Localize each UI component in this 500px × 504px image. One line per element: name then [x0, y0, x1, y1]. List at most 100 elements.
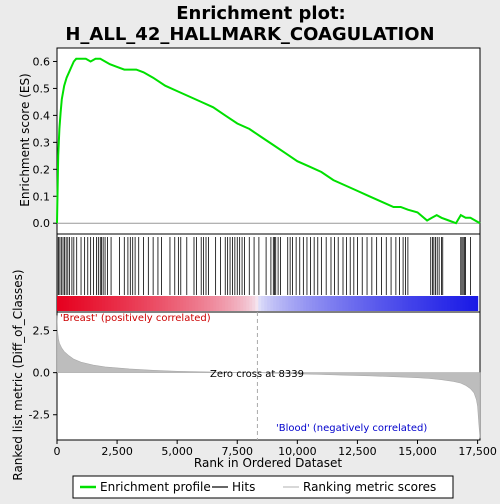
rank-color-segment — [81, 296, 85, 311]
rank-color-segment — [285, 296, 289, 311]
x-tick-label: 17,500 — [458, 445, 497, 458]
rank-color-segment — [426, 296, 431, 311]
rank-color-segment — [372, 296, 377, 311]
positive-class-label: 'Breast' (positively correlated) — [60, 313, 211, 324]
rank-color-segment — [294, 296, 298, 311]
rank-color-segment — [405, 296, 410, 311]
rank-color-segment — [396, 296, 401, 311]
rank-color-segment — [423, 296, 428, 311]
rank-color-segment — [402, 296, 407, 311]
rank-color-segment — [288, 296, 292, 311]
rank-color-segment — [60, 296, 64, 311]
x-tick-label: 2,500 — [101, 445, 133, 458]
rank-color-segment — [222, 296, 226, 311]
es-y-axis: 0.0 0.1 0.2 0.3 0.4 0.5 0.6 — [33, 55, 57, 230]
rank-color-segment — [255, 296, 259, 311]
es-profile-line — [56, 57, 481, 225]
rank-color-segment — [243, 296, 247, 311]
plot-title-line2: H_ALL_42_HALLMARK_COAGULATION — [65, 24, 434, 45]
x-tick-label: 0 — [54, 445, 61, 458]
rank-color-segment — [135, 296, 139, 311]
rank-color-segment — [96, 296, 100, 311]
rank-color-segment — [225, 296, 229, 311]
rank-color-segment — [360, 296, 365, 311]
negative-class-label: 'Blood' (negatively correlated) — [276, 423, 427, 434]
rank-color-segment — [447, 296, 452, 311]
rank-color-segment — [441, 296, 446, 311]
rank-color-segment — [414, 296, 419, 311]
rank-color-segment — [249, 296, 253, 311]
rank-color-segment — [435, 296, 440, 311]
rank-color-segment — [282, 296, 286, 311]
rank-color-segment — [138, 296, 142, 311]
rank-color-segment — [210, 296, 214, 311]
rank-color-segment — [378, 296, 383, 311]
es-y-tick-label: 0.6 — [33, 55, 51, 68]
es-y-tick-label: 0.2 — [33, 163, 51, 176]
rank-color-segment — [177, 296, 181, 311]
rank-color-bar — [57, 296, 479, 311]
legend-label: Ranking metric scores — [303, 480, 436, 494]
rank-color-segment — [474, 296, 479, 311]
rank-color-segment — [429, 296, 434, 311]
rank-color-segment — [102, 296, 106, 311]
rank-color-segment — [57, 296, 61, 311]
rank-color-segment — [408, 296, 413, 311]
rank-color-segment — [216, 296, 220, 311]
rank-color-segment — [309, 296, 313, 311]
x-tick-label: 7,500 — [222, 445, 254, 458]
rank-color-segment — [114, 296, 118, 311]
rank-color-segment — [321, 296, 325, 311]
rank-color-segment — [141, 296, 145, 311]
rank-color-segment — [450, 296, 455, 311]
rank-color-segment — [342, 296, 347, 311]
es-y-tick-label: 0.5 — [33, 82, 51, 95]
rank-color-segment — [189, 296, 193, 311]
rank-color-segment — [144, 296, 148, 311]
rank-color-segment — [417, 296, 422, 311]
rank-color-segment — [198, 296, 202, 311]
rank-color-segment — [348, 296, 353, 311]
rank-color-segment — [195, 296, 199, 311]
rank-color-segment — [411, 296, 416, 311]
rank-color-segment — [240, 296, 244, 311]
rank-color-segment — [63, 296, 67, 311]
rank-color-segment — [117, 296, 121, 311]
x-tick-label: 5,000 — [161, 445, 193, 458]
rank-color-segment — [90, 296, 94, 311]
metric-layer — [56, 312, 481, 440]
rank-color-segment — [183, 296, 187, 311]
metric-y-tick-label: 2.5 — [33, 325, 51, 338]
rank-color-segment — [351, 296, 356, 311]
rank-color-segment — [171, 296, 175, 311]
rank-color-segment — [111, 296, 115, 311]
rank-color-segment — [444, 296, 449, 311]
rank-color-segment — [306, 296, 310, 311]
rank-color-segment — [105, 296, 109, 311]
rank-color-segment — [471, 296, 476, 311]
legend-box — [72, 475, 454, 499]
rank-color-segment — [339, 296, 344, 311]
rank-color-segment — [381, 296, 386, 311]
rank-color-segment — [270, 296, 274, 311]
rank-color-segment — [234, 296, 238, 311]
rank-color-segment — [165, 296, 169, 311]
rank-color-segment — [87, 296, 91, 311]
rank-color-segment — [399, 296, 404, 311]
rank-color-segment — [258, 296, 262, 311]
metric-y-axis: 2.5 0.0 -2.5 — [29, 325, 57, 422]
rank-color-segment — [174, 296, 178, 311]
rank-color-segment — [387, 296, 392, 311]
rank-color-segment — [72, 296, 76, 311]
rank-color-segment — [468, 296, 473, 311]
plot-title-line1: Enrichment plot: — [176, 3, 346, 24]
rank-color-segment — [462, 296, 467, 311]
rank-color-segment — [456, 296, 461, 311]
rank-color-segment — [147, 296, 151, 311]
rank-color-segment — [261, 296, 265, 311]
rank-color-segment — [327, 296, 331, 311]
rank-color-segment — [330, 296, 334, 311]
rank-color-segment — [324, 296, 328, 311]
